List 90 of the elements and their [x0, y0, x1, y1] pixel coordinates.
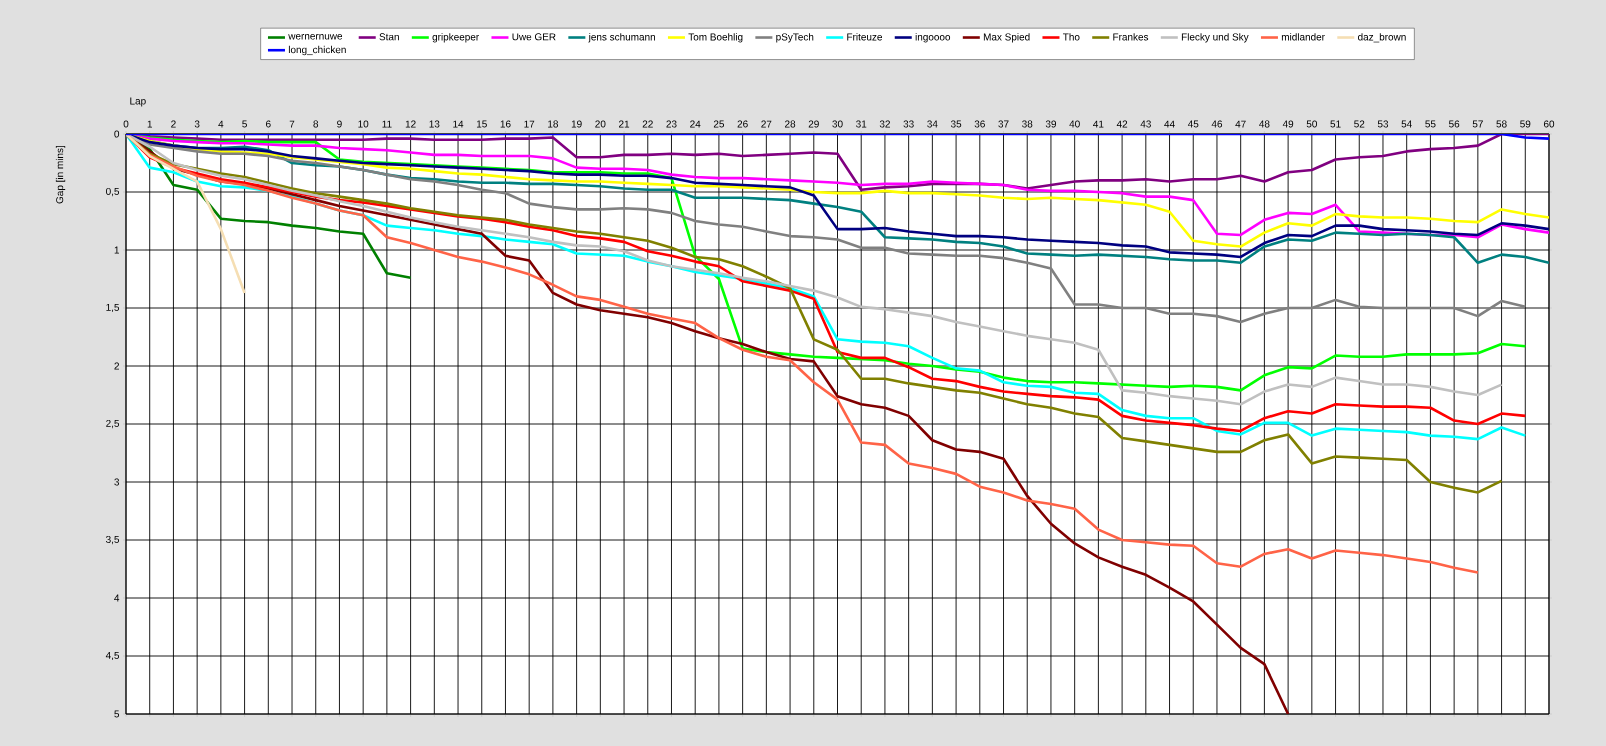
legend-label: pSyTech: [776, 33, 814, 43]
x-tick-label: 45: [1187, 120, 1199, 128]
x-tick-label: 31: [856, 120, 867, 128]
x-tick-label: 40: [1069, 120, 1080, 128]
x-tick-label: 42: [1116, 120, 1128, 128]
x-tick-label: 43: [1140, 120, 1151, 128]
x-tick-label: 37: [998, 120, 1009, 128]
y-axis-title: Gap [in mins]: [55, 145, 66, 204]
x-tick-label: 60: [1543, 120, 1555, 128]
x-tick-label: 25: [713, 120, 725, 128]
legend-label: gripkeeper: [432, 33, 479, 43]
legend-label: Uwe GER: [512, 33, 556, 41]
x-tick-label: 4: [218, 120, 224, 128]
legend-label: long_chicken: [288, 45, 346, 56]
y-tick-label: 1,5: [106, 303, 120, 313]
x-tick-label: 30: [832, 120, 843, 128]
x-tick-label: 59: [1520, 120, 1531, 128]
x-tick-label: 20: [595, 120, 606, 128]
legend-label: Friteuze: [847, 33, 883, 41]
legend-label: Max Spied: [983, 33, 1030, 43]
x-tick-label: 27: [761, 120, 772, 128]
x-tick-label: 44: [1164, 120, 1175, 128]
x-tick-label: 3: [194, 120, 200, 128]
x-tick-label: 23: [666, 120, 677, 128]
x-tick-label: 48: [1259, 120, 1270, 128]
x-tick-label: 29: [808, 120, 819, 128]
x-tick-label: 13: [429, 120, 440, 128]
x-tick-label: 54: [1401, 120, 1412, 128]
x-tick-label: 0: [123, 120, 129, 128]
x-tick-label: 15: [476, 120, 487, 128]
x-tick-label: 7: [289, 120, 295, 128]
y-tick-label: 0,5: [106, 187, 120, 197]
x-tick-label: 19: [571, 120, 582, 128]
x-tick-label: 41: [1093, 120, 1104, 128]
x-tick-label: 51: [1330, 120, 1341, 128]
x-tick-label: 17: [524, 120, 535, 128]
x-tick-label: 12: [405, 120, 416, 128]
y-tick-label: 3,5: [106, 535, 120, 545]
x-tick-label: 22: [642, 120, 653, 128]
x-tick-label: 57: [1472, 120, 1483, 128]
x-tick-label: 14: [453, 120, 464, 128]
legend-label: Stan: [379, 33, 399, 41]
x-tick-label: 55: [1425, 120, 1436, 128]
x-tick-label: 47: [1235, 120, 1246, 128]
y-tick-label: 3: [114, 478, 120, 486]
x-tick-label: 21: [619, 120, 630, 128]
y-tick-label: 1: [114, 246, 119, 254]
legend-label: ingoooo: [915, 33, 951, 43]
legend-label: wernernuwe: [288, 34, 343, 40]
legend-label: daz_brown: [1358, 33, 1406, 43]
x-tick-label: 56: [1449, 120, 1460, 128]
x-tick-label: 52: [1354, 120, 1365, 128]
x-tick-label: 2: [171, 120, 176, 128]
x-tick-label: 35: [950, 120, 962, 128]
legend-label: midlander: [1281, 33, 1325, 41]
legend-label: Frankes: [1113, 33, 1149, 41]
x-tick-label: 9: [337, 120, 342, 128]
x-tick-label: 33: [903, 120, 914, 128]
x-tick-label: 10: [358, 120, 369, 128]
x-tick-label: 36: [974, 120, 985, 128]
x-tick-label: 24: [690, 120, 701, 128]
x-tick-label: 26: [737, 120, 748, 128]
x-tick-label: 5: [242, 120, 247, 128]
x-tick-label: 46: [1211, 120, 1223, 128]
legend-label: Flecky und Sky: [1181, 33, 1249, 43]
y-tick-label: 0: [114, 130, 120, 138]
legend-label: jens schumann: [588, 33, 655, 43]
y-tick-label: 4,5: [105, 651, 120, 661]
x-tick-label: 39: [1045, 120, 1057, 128]
x-axis-title: Lap: [130, 97, 146, 107]
x-tick-label: 50: [1306, 120, 1317, 128]
x-tick-label: 58: [1496, 120, 1507, 128]
x-tick-label: 32: [879, 120, 890, 128]
x-tick-label: 53: [1377, 120, 1389, 128]
y-tick-label: 5: [114, 710, 120, 718]
x-tick-label: 18: [548, 120, 559, 128]
y-tick-label: 2: [114, 362, 119, 370]
x-tick-label: 34: [927, 120, 938, 128]
x-tick-label: 6: [266, 120, 271, 128]
legend-label: Tho: [1062, 33, 1080, 41]
x-tick-label: 1: [147, 120, 153, 128]
y-tick-label: 4: [114, 594, 120, 602]
x-tick-label: 49: [1282, 120, 1294, 128]
y-tick-label: 2,5: [106, 419, 120, 429]
x-tick-label: 38: [1022, 120, 1033, 128]
x-tick-label: 16: [500, 120, 511, 128]
x-tick-label: 8: [313, 120, 319, 128]
legend-label: Tom Boehlig: [688, 33, 743, 43]
x-tick-label: 28: [785, 120, 796, 128]
x-tick-label: 11: [382, 120, 392, 128]
